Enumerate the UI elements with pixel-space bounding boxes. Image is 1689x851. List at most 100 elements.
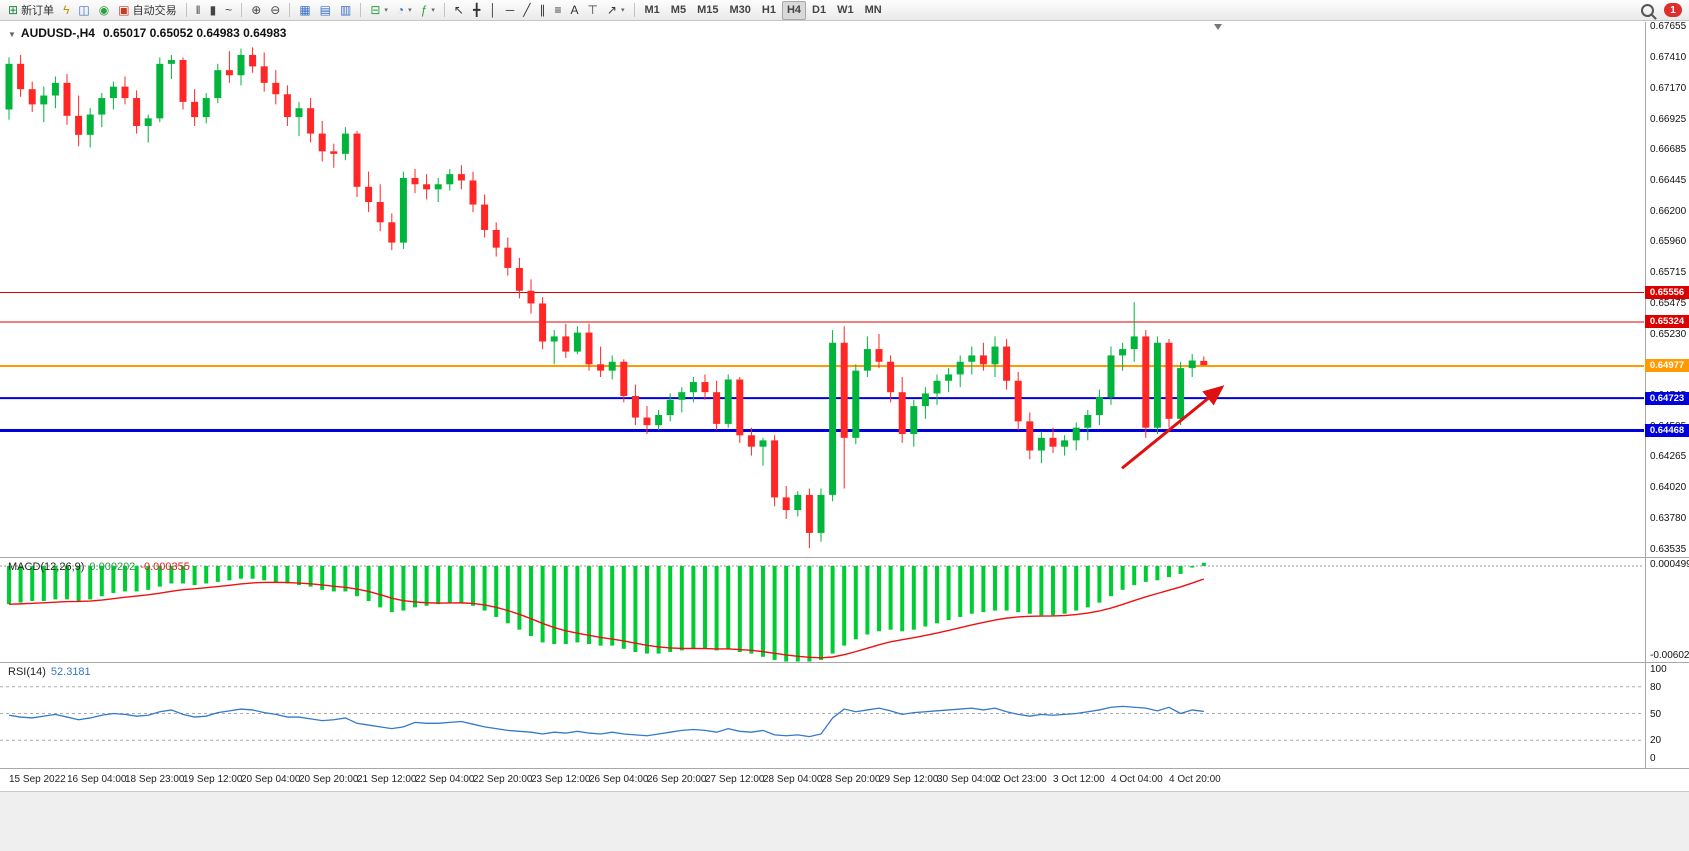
channel-tool-button[interactable]: ∥ [535, 1, 549, 20]
time-axis-label: 20 Sep 20:00 [299, 774, 359, 785]
macd-name: MACD(12,26,9) [8, 561, 85, 573]
line-chart-button[interactable]: ~ [221, 1, 236, 20]
new-chart-dropdown-icon[interactable]: ▾ [384, 7, 388, 14]
rsi-pane[interactable] [0, 663, 1644, 768]
chart-title: ▼ AUDUSD-,H4 0.65017 0.65052 0.64983 0.649… [8, 26, 286, 40]
collapse-icon[interactable]: ▼ [8, 30, 16, 39]
price-axis-label: 0.65960 [1650, 236, 1687, 248]
rsi-axis-label: 50 [1650, 708, 1662, 720]
period-presets-dropdown-icon[interactable]: ▾ [408, 7, 412, 14]
pane-separator[interactable] [0, 557, 1689, 558]
candlestick-chart-button[interactable]: ▮ [206, 1, 221, 20]
algo-trading-label: 自动交易 [132, 5, 177, 17]
timeframe-h1-label: H1 [761, 4, 776, 16]
timeframe-m30-button[interactable]: M30 [724, 1, 755, 20]
horizontal-line-tool-icon: ─ [505, 3, 515, 17]
arrange-horizontal-button[interactable]: ▤ [316, 1, 335, 20]
vertical-line-tool-icon: │ [489, 3, 497, 17]
trendline-tool-icon: ╱ [523, 3, 531, 17]
text-label-tool-icon: ⊤ [587, 3, 598, 17]
trendline-tool-button[interactable]: ╱ [519, 1, 534, 20]
arrows-tool-icon: ↗ [606, 3, 617, 17]
price-axis-label: 0.64020 [1650, 482, 1687, 494]
crosshair-icon: ╋ [472, 3, 481, 17]
search-icon[interactable] [1641, 3, 1654, 17]
period-presets-button[interactable]: ◔ ▾ [393, 1, 416, 20]
timeframe-d1-button[interactable]: D1 [807, 1, 831, 20]
timeframe-m1-button[interactable]: M1 [640, 1, 665, 20]
price-axis-label: 0.66925 [1650, 113, 1687, 125]
fibonacci-tool-button[interactable]: ≡ [550, 1, 565, 20]
candlestick-chart-icon: ▮ [209, 3, 217, 17]
toolbar-separator [185, 3, 187, 17]
rsi-axis-label: 80 [1650, 681, 1662, 693]
macd-axis-label: 0.000499 [1650, 559, 1689, 570]
indicators-dropdown-icon[interactable]: ▾ [431, 7, 435, 14]
arrange-vertical-button[interactable]: ▥ [336, 1, 355, 20]
macd-pane[interactable] [0, 558, 1644, 662]
time-axis-label: 19 Sep 12:00 [183, 774, 243, 785]
time-axis-label: 22 Sep 04:00 [415, 774, 475, 785]
timeframe-h4-button[interactable]: H4 [781, 0, 806, 20]
rsi-axis-label: 20 [1650, 735, 1662, 747]
zoom-in-button[interactable]: ⊕ [247, 1, 265, 20]
time-axis-label: 15 Sep 2022 [9, 774, 66, 785]
new-order-button[interactable]: ⊞ 新订单 [4, 1, 58, 20]
bar-chart-button[interactable]: ǁ [192, 1, 205, 20]
data-window-button[interactable]: ◉ [95, 1, 113, 20]
timeframe-h4-label: H4 [786, 4, 801, 16]
timeframe-mn-button[interactable]: MN [860, 1, 887, 20]
rsi-label: RSI(14) 52.3181 [8, 666, 96, 678]
timeframe-h1-button[interactable]: H1 [757, 1, 781, 20]
toolbar-separator [289, 3, 291, 17]
toolbar-separator [241, 3, 243, 17]
text-label-tool-button[interactable]: ⊤ [583, 1, 601, 20]
tile-windows-button[interactable]: ▦ [295, 1, 314, 20]
new-chart-button[interactable]: ⊟ ▾ [366, 1, 392, 20]
rsi-value: 52.3181 [50, 666, 91, 678]
macd-histogram [7, 562, 1206, 662]
price-axis-label: 0.67170 [1650, 82, 1687, 94]
vertical-line-tool-button[interactable]: │ [485, 1, 501, 20]
time-axis-label: 2 Oct 23:00 [995, 774, 1047, 785]
pane-separator[interactable] [0, 662, 1689, 663]
notification-badge[interactable]: 1 [1664, 3, 1682, 17]
price-level-tag: 0.64723 [1645, 391, 1689, 405]
channel-tool-icon: ∥ [539, 3, 546, 17]
text-tool-button[interactable]: A [566, 1, 582, 20]
toolbar-separator [443, 3, 445, 17]
arrows-tool-button[interactable]: ↗ ▾ [603, 1, 629, 20]
rsi-line [8, 705, 1204, 738]
pane-separator[interactable] [0, 768, 1689, 769]
indicators-button[interactable]: ƒ ▾ [417, 1, 439, 20]
arrows-tool-dropdown-icon[interactable]: ▾ [620, 7, 625, 14]
candles [5, 47, 1208, 549]
arrange-vertical-icon: ▥ [340, 3, 352, 17]
timeframe-m15-button[interactable]: M15 [692, 1, 723, 20]
crosshair-button[interactable]: ╋ [469, 1, 484, 20]
chart-shift-marker[interactable] [1214, 24, 1222, 30]
rsi-axis-label: 100 [1650, 664, 1667, 675]
time-axis-label: 29 Sep 12:00 [879, 774, 939, 785]
cursor-icon: ↖ [453, 3, 464, 17]
cursor-button[interactable]: ↖ [450, 1, 468, 20]
timeframe-m5-button[interactable]: M5 [666, 1, 691, 20]
quick-trade-button[interactable]: ϟ [59, 1, 73, 20]
horizontal-line-tool-button[interactable]: ─ [502, 1, 519, 20]
text-tool-icon: A [570, 3, 579, 17]
new-chart-icon: ⊟ [370, 3, 381, 17]
zoom-out-button[interactable]: ⊖ [266, 1, 284, 20]
price-axis-label: 0.65230 [1650, 328, 1687, 340]
quick-trade-icon: ϟ [63, 3, 70, 17]
price-axis-label: 0.66685 [1650, 144, 1687, 156]
price-chart-pane[interactable] [0, 22, 1644, 557]
trend-arrow[interactable] [1121, 385, 1225, 470]
market-watch-button[interactable]: ◫ [74, 1, 93, 20]
time-axis-label: 21 Sep 12:00 [357, 774, 417, 785]
timeframe-m30-label: M30 [729, 4, 751, 16]
fibonacci-tool-icon: ≡ [554, 3, 562, 17]
zoom-out-icon: ⊖ [270, 3, 281, 17]
algo-trading-button[interactable]: ▣ 自动交易 [114, 1, 180, 20]
timeframe-w1-button[interactable]: W1 [832, 1, 859, 20]
